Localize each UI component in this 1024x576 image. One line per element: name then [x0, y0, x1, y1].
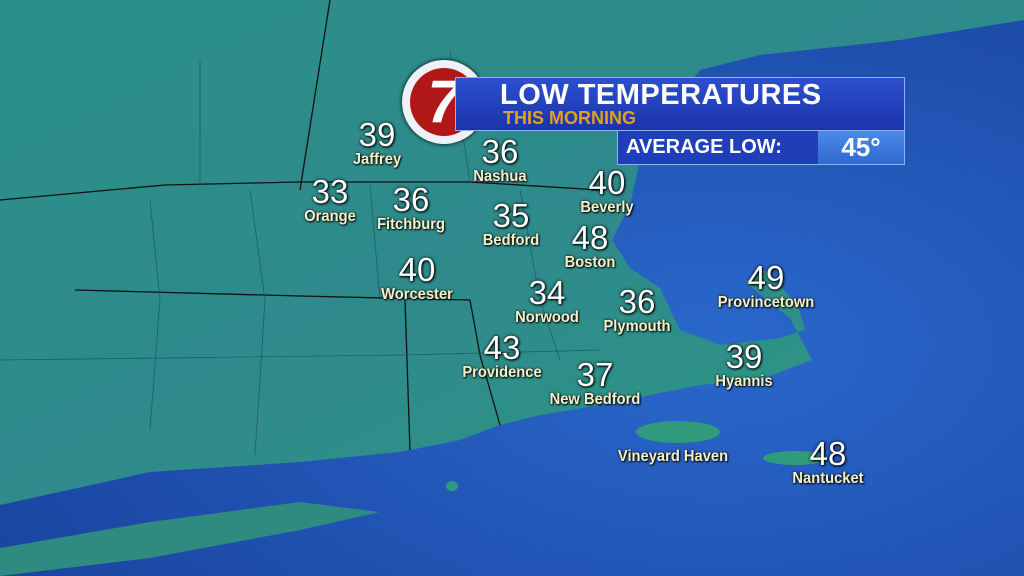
city-temp: 36: [392, 181, 430, 218]
city-temp: 33: [311, 173, 349, 210]
city-boston: 48 Boston: [562, 219, 617, 272]
city-temp: 39: [725, 338, 763, 375]
city-temp: 40: [588, 164, 626, 201]
city-name: Providence: [462, 364, 542, 381]
city-jaffrey: 39 Jaffrey: [351, 116, 403, 169]
city-hyannis: 39 Hyannis: [713, 338, 775, 391]
city-name: New Bedford: [549, 391, 641, 408]
city-nashua: 36 Nashua: [471, 133, 529, 186]
city-temp: 49: [747, 259, 785, 296]
average-low-box: AVERAGE LOW: 45°: [617, 130, 905, 165]
city-name: Provincetown: [717, 294, 815, 311]
city-bedford: 35 Bedford: [480, 197, 541, 250]
city-name: Norwood: [515, 309, 579, 326]
city-name: Plymouth: [603, 318, 671, 335]
long-island: [0, 502, 380, 576]
marthas-vineyard: [636, 421, 720, 443]
city-name: Fitchburg: [377, 216, 445, 233]
city-providence: 43 Providence: [459, 329, 545, 382]
city-orange: 33 Orange: [302, 173, 358, 226]
city-temp: 48: [571, 219, 609, 256]
city-norwood: 34 Norwood: [512, 274, 581, 327]
city-fitchburg: 36 Fitchburg: [374, 181, 448, 234]
city-name: Orange: [304, 208, 356, 225]
city-temp: 43: [483, 329, 521, 366]
city-plymouth: 36 Plymouth: [601, 283, 674, 336]
mainland: [0, 0, 1024, 505]
city-provincetown: 49 Provincetown: [714, 259, 819, 312]
state-borders: [0, 0, 601, 451]
city-name: Boston: [564, 254, 616, 271]
city-temp: 39: [358, 116, 396, 153]
page-title: LOW TEMPERATURES: [500, 79, 822, 111]
average-low-value: 45°: [818, 131, 904, 164]
title-banner: LOW TEMPERATURES THIS MORNING: [455, 77, 905, 131]
city-name: Nashua: [473, 168, 527, 185]
city-name: Vineyard Haven: [617, 448, 729, 465]
city-name: Beverly: [580, 199, 634, 216]
city-name: Nantucket: [792, 470, 864, 487]
city-beverly: 40 Beverly: [578, 164, 636, 217]
city-new-bedford: 37 New Bedford: [546, 356, 645, 409]
page-subtitle: THIS MORNING: [503, 108, 636, 128]
city-temp: 48: [809, 435, 847, 472]
city-name: Hyannis: [715, 373, 773, 390]
city-name: Worcester: [381, 286, 453, 303]
block-island: [446, 481, 458, 491]
city-temp: 37: [576, 356, 614, 393]
city-vineyard-haven: Vineyard Haven: [613, 448, 733, 466]
city-worcester: 40 Worcester: [378, 251, 456, 304]
nantucket-island: [763, 451, 827, 465]
city-name: Jaffrey: [352, 151, 402, 168]
city-temp: 34: [528, 274, 566, 311]
city-temp: 36: [481, 133, 519, 170]
city-temp: 40: [398, 251, 436, 288]
city-temp: 35: [492, 197, 530, 234]
average-low-label: AVERAGE LOW:: [626, 136, 782, 158]
city-name: Bedford: [482, 232, 540, 249]
city-temp: 36: [618, 283, 656, 320]
city-nantucket: 48 Nantucket: [789, 435, 866, 488]
